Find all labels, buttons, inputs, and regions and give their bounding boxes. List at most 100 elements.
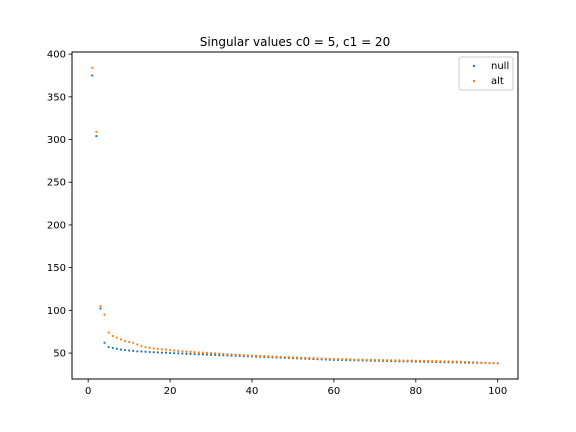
point-alt-8 — [120, 338, 122, 340]
legend-label-alt: alt — [491, 76, 504, 87]
point-null-16 — [153, 351, 155, 353]
point-null-6 — [112, 347, 114, 349]
point-alt-92 — [464, 361, 466, 363]
point-alt-27 — [198, 351, 200, 353]
point-alt-85 — [435, 360, 437, 362]
point-alt-17 — [157, 348, 159, 350]
point-alt-57 — [321, 357, 323, 359]
point-alt-33 — [222, 353, 224, 355]
y-tick-label-200: 200 — [47, 220, 66, 231]
point-null-3 — [99, 308, 101, 310]
point-null-12 — [136, 350, 138, 352]
point-alt-21 — [173, 349, 175, 351]
point-alt-69 — [370, 359, 372, 361]
point-alt-77 — [402, 359, 404, 361]
y-tick-label-250: 250 — [47, 178, 66, 189]
point-alt-12 — [136, 343, 138, 345]
point-alt-54 — [308, 357, 310, 359]
point-null-9 — [124, 349, 126, 351]
point-alt-46 — [275, 356, 277, 358]
point-alt-44 — [267, 355, 269, 357]
point-alt-24 — [185, 350, 187, 352]
point-alt-50 — [292, 356, 294, 358]
point-alt-55 — [312, 357, 314, 359]
point-alt-6 — [112, 335, 114, 337]
point-alt-43 — [263, 355, 265, 357]
chart-title: Singular values c0 = 5, c1 = 20 — [200, 35, 390, 49]
point-alt-7 — [116, 337, 118, 339]
point-null-21 — [173, 352, 175, 354]
point-alt-25 — [189, 351, 191, 353]
point-alt-36 — [235, 353, 237, 355]
point-null-17 — [157, 351, 159, 353]
point-alt-35 — [230, 353, 232, 355]
point-alt-47 — [280, 356, 282, 358]
point-alt-5 — [108, 331, 110, 333]
point-null-7 — [116, 348, 118, 350]
point-alt-13 — [140, 345, 142, 347]
point-alt-88 — [447, 360, 449, 362]
point-alt-73 — [386, 359, 388, 361]
y-tick-label-150: 150 — [47, 263, 66, 274]
point-alt-65 — [353, 358, 355, 360]
point-alt-20 — [169, 349, 171, 351]
point-null-13 — [140, 350, 142, 352]
point-alt-68 — [366, 359, 368, 361]
point-alt-61 — [337, 358, 339, 360]
point-alt-71 — [378, 359, 380, 361]
point-alt-66 — [357, 358, 359, 360]
point-alt-83 — [427, 360, 429, 362]
point-alt-80 — [415, 360, 417, 362]
point-alt-96 — [480, 362, 482, 364]
point-alt-32 — [218, 352, 220, 354]
point-alt-67 — [361, 359, 363, 361]
point-alt-26 — [194, 351, 196, 353]
point-null-22 — [177, 352, 179, 354]
point-alt-75 — [394, 359, 396, 361]
point-null-14 — [144, 351, 146, 353]
point-alt-79 — [411, 360, 413, 362]
point-alt-31 — [214, 352, 216, 354]
point-alt-11 — [132, 342, 134, 344]
point-alt-100 — [497, 362, 499, 364]
point-alt-1 — [91, 67, 93, 69]
point-null-4 — [103, 342, 105, 344]
point-alt-37 — [239, 354, 241, 356]
point-null-23 — [181, 352, 183, 354]
point-alt-87 — [443, 360, 445, 362]
point-alt-53 — [304, 357, 306, 359]
point-alt-56 — [316, 357, 318, 359]
point-alt-97 — [484, 362, 486, 364]
point-alt-64 — [349, 358, 351, 360]
point-alt-29 — [206, 352, 208, 354]
y-tick-label-100: 100 — [47, 306, 66, 317]
point-alt-52 — [300, 357, 302, 359]
point-alt-72 — [382, 359, 384, 361]
y-tick-label-350: 350 — [47, 92, 66, 103]
point-alt-19 — [165, 349, 167, 351]
point-alt-3 — [99, 305, 101, 307]
y-tick-label-300: 300 — [47, 135, 66, 146]
point-alt-78 — [407, 359, 409, 361]
point-alt-89 — [452, 360, 454, 362]
point-null-20 — [169, 352, 171, 354]
point-null-18 — [161, 352, 163, 354]
point-alt-14 — [144, 346, 146, 348]
point-alt-58 — [325, 358, 327, 360]
point-alt-39 — [247, 354, 249, 356]
point-alt-10 — [128, 341, 130, 343]
point-null-15 — [149, 351, 151, 353]
point-alt-38 — [243, 354, 245, 356]
point-alt-91 — [460, 361, 462, 363]
point-alt-22 — [177, 350, 179, 352]
point-alt-60 — [333, 358, 335, 360]
point-alt-70 — [374, 359, 376, 361]
point-null-11 — [132, 350, 134, 352]
point-alt-9 — [124, 340, 126, 342]
point-alt-81 — [419, 360, 421, 362]
point-null-25 — [189, 353, 191, 355]
legend-marker-alt — [473, 80, 475, 82]
point-null-19 — [165, 352, 167, 354]
